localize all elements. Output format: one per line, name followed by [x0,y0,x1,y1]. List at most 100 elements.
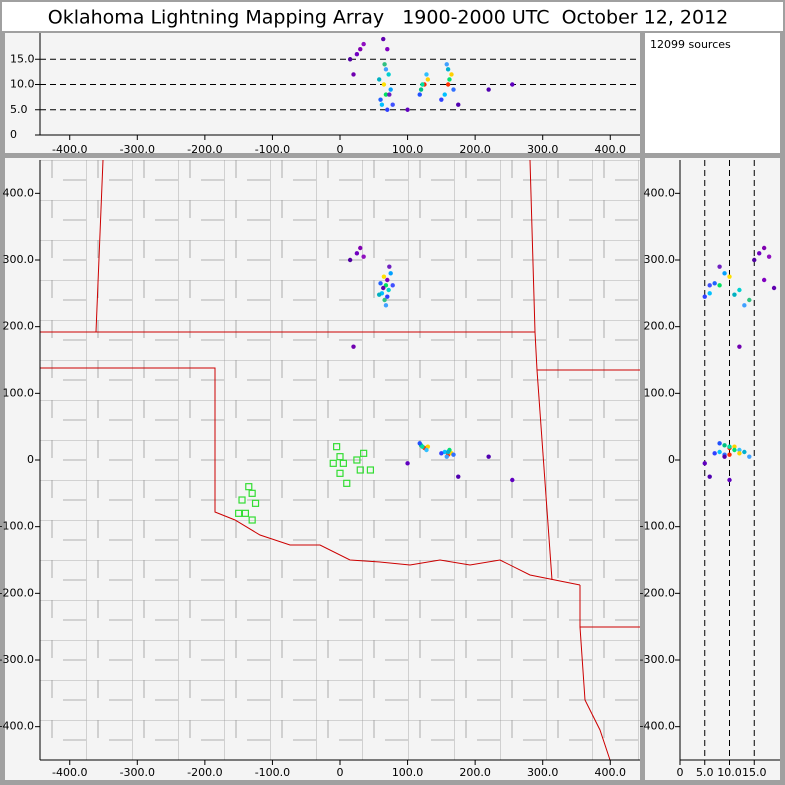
source-plan [420,444,425,449]
source-plan [383,283,389,288]
source-plan [456,474,461,479]
source-plan [385,294,390,299]
source-plan [439,451,444,456]
source-alt-x [388,87,393,92]
source-alt-x [405,107,410,112]
station [238,496,246,504]
source-plan [347,257,353,263]
source-alt-y [737,447,742,453]
y-tick-label: 100.0 [644,386,676,399]
altitude-x-panel [5,33,640,153]
source-alt-y [752,257,757,263]
source-count: 12099 sources [650,38,731,51]
y-tick-label: 0 [27,453,34,466]
source-alt-y [732,292,737,297]
source-alt-x [425,77,431,82]
altitude-y-panel [645,158,780,780]
source-alt-y [747,454,752,459]
station [353,456,361,464]
source-alt-x [361,41,366,47]
source-alt-x [351,72,356,77]
source-alt-x [376,77,382,82]
source-alt-y [727,477,732,483]
source-alt-x [358,46,363,52]
source-alt-x [510,82,515,87]
source-plan [425,444,431,449]
source-plan [378,281,383,286]
x-tick-label: -100.0 [255,143,290,156]
source-alt-y [727,444,732,449]
source-alt-y [717,441,722,446]
info-panel [645,33,780,153]
station [360,449,368,457]
alt-tick-label: 5.0 [10,103,28,116]
chart-title: Oklahoma Lightning Mapping Array 1900-20… [48,7,729,29]
source-alt-x [444,62,449,67]
source-alt-y [717,264,722,269]
station [336,469,344,477]
y-tick-label: 0 [668,453,675,466]
source-alt-y [707,474,712,479]
station [366,466,375,474]
source-alt-y [742,303,747,308]
station [235,509,243,517]
source-plan [424,447,429,453]
source-alt-y [712,281,717,286]
source-alt-y [771,285,777,291]
source-plan [444,454,449,459]
source-alt-y [727,274,732,279]
source-alt-x [445,67,451,72]
source-alt-y [766,254,772,259]
source-alt-y [737,287,742,293]
x-tick-label: 200.0 [459,766,491,779]
source-plan [351,344,356,349]
source-plan [386,287,391,293]
source-alt-x [381,82,387,87]
x-tick-label: -200.0 [187,766,222,779]
source-alt-x [417,92,422,97]
source-alt-y [742,449,747,455]
x-tick-label: 0 [337,766,344,779]
station [356,466,364,474]
source-alt-x [418,87,424,92]
source-plan [381,274,387,279]
station [339,459,347,467]
source-alt-y [727,452,732,457]
y-tick-label: -300.0 [640,653,675,666]
source-alt-x [439,97,444,102]
alt-tick-label: 15.0 [742,766,767,779]
source-alt-y [757,251,762,256]
source-alt-x [381,36,386,42]
alt-tick-label: 10.0 [10,78,35,91]
source-alt-y [722,454,727,459]
source-alt-x [390,102,395,107]
station [245,483,253,491]
alt-tick-label: 0 [677,766,684,779]
source-alt-y [761,245,767,251]
source-alt-y [737,451,742,456]
source-alt-x [382,62,387,67]
source-alt-y [702,461,707,466]
y-tick-label: -300.0 [0,653,34,666]
y-tick-label: -400.0 [0,720,34,733]
x-tick-label: 0 [337,143,344,156]
x-tick-label: -300.0 [120,143,155,156]
source-alt-y [717,449,722,455]
source-alt-x [386,72,391,77]
title-bar [2,2,783,31]
source-alt-x [383,67,389,72]
source-alt-x [420,82,425,87]
source-alt-x [424,72,429,77]
station [343,479,351,487]
y-tick-label: -100.0 [0,520,34,533]
station [336,453,344,461]
y-tick-label: 100.0 [3,386,35,399]
source-alt-x [456,102,461,107]
source-alt-y [761,277,767,283]
source-plan [405,461,410,466]
source-alt-x [347,57,353,62]
source-alt-y [712,451,717,456]
source-alt-x [379,102,385,107]
x-tick-label: -400.0 [52,766,87,779]
